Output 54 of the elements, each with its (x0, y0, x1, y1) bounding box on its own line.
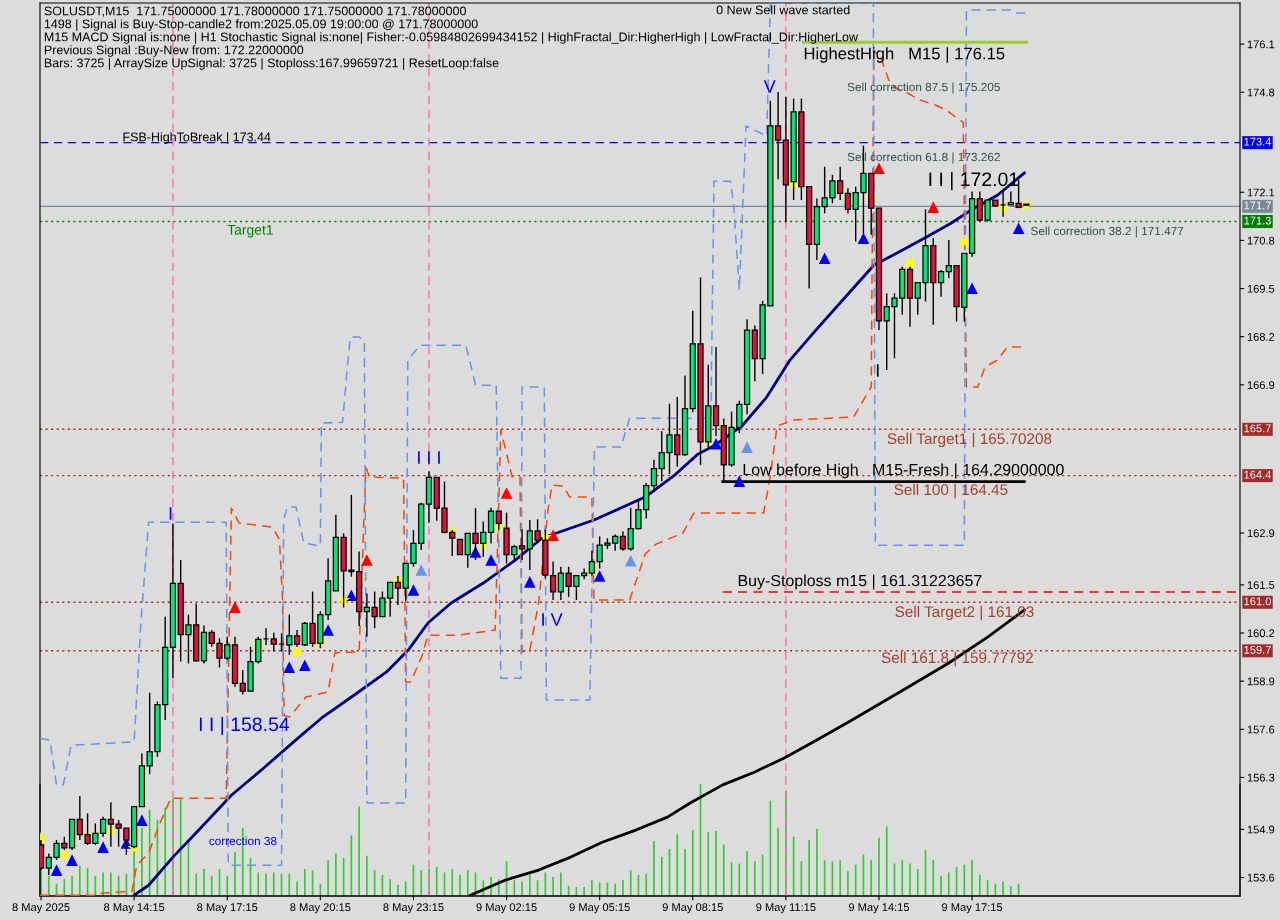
annotation: Target1 (227, 225, 273, 238)
ref-line-label: 161.0 (1244, 597, 1271, 606)
x-tick-label: 8 May 14:15 (104, 903, 165, 914)
x-tick-label: 9 May 08:15 (662, 903, 723, 914)
annotation: 0 New Sell wave started (716, 5, 850, 15)
y-tick-label: 162.9 (1247, 529, 1275, 538)
ref-line-label: 159.7 (1244, 645, 1271, 654)
y-tick-label: 161.5 (1247, 581, 1275, 590)
x-tick-label: 9 May 05:15 (569, 903, 630, 914)
annotation: I V (542, 613, 563, 626)
annotation: I I | 158.54 (199, 716, 290, 736)
x-tick-label: 8 May 2025 (12, 903, 70, 914)
annotation: I I I (418, 451, 440, 464)
y-tick-label: 168.2 (1247, 332, 1275, 341)
annotation: I I | 172.01 (929, 171, 1019, 191)
y-tick-label: 153.6 (1247, 873, 1275, 882)
y-tick-label: 176.1 (1247, 40, 1275, 49)
y-tick-label: 174.8 (1247, 88, 1275, 97)
y-tick-label: 156.3 (1247, 773, 1275, 782)
x-tick-label: 9 May 14:15 (848, 903, 910, 914)
annotation: M15 MACD Signal is:none | H1 Stochastic Signal is:none| Fisher:-0.05984802699434152 | HighFractal_Dir:HigherHigh | LowFractal_Dir:HigherLow (44, 32, 858, 44)
ref-line-label: 164.4 (1244, 470, 1272, 479)
x-tick-label: 8 May 20:15 (290, 903, 351, 914)
y-tick-label: 160.2 (1247, 629, 1275, 638)
x-tick-label: 9 May 17:15 (942, 903, 1003, 914)
annotation: FSB-HighToBreak | 173.44 (123, 132, 271, 144)
ref-line-label: 165.7 (1244, 424, 1271, 433)
annotation: I (876, 364, 879, 377)
annotation: Low before High M15-Fresh | 164.29000000 (743, 463, 1064, 479)
ref-line-label: 171.7 (1244, 201, 1271, 210)
ref-line-label: 173.4 (1244, 137, 1272, 146)
annotation: Sell Target1 | 165.70208 (887, 432, 1052, 448)
y-tick-label: 158.9 (1247, 677, 1275, 686)
y-tick-label: 170.8 (1247, 236, 1275, 245)
x-tick-label: 8 May 23:15 (383, 903, 444, 914)
x-tick-label: 9 May 11:15 (756, 903, 816, 914)
y-tick-label: 166.9 (1247, 381, 1275, 389)
annotation: Bars: 3725 | ArraySize UpSignal: 3725 | Stoploss:167.99659721 | ResetLoop:false (44, 58, 499, 70)
x-tick-label: 9 May 02:15 (476, 903, 537, 914)
y-tick-label: 157.6 (1247, 725, 1275, 734)
annotation: SOLUSDT,M15 171.75000000 171.78000000 171.75000000 171.78000000 (44, 6, 466, 17)
annotation: Previous Signal :Buy-New from: 172.22000000 (44, 45, 304, 57)
y-tick-label: 169.5 (1247, 284, 1275, 293)
annotation: Sell correction 38.2 | 171.477 (1031, 226, 1184, 238)
x-tick-label: 8 May 17:15 (197, 903, 258, 914)
ref-line-label: 171.3 (1244, 216, 1271, 225)
annotation: I (169, 507, 172, 520)
y-tick-label: 154.9 (1247, 825, 1275, 834)
annotation: Buy-Stoploss m15 | 161.31223657 (738, 574, 982, 590)
annotation: V (763, 80, 776, 93)
y-tick-label: 172.1 (1247, 188, 1275, 197)
annotation: HighestHigh M15 | 176.15 (804, 47, 1005, 63)
annotation: 1498 | Signal is Buy-Stop-candle2 from:2025.05.09 19:00:00 @ 171.78000000 (44, 19, 478, 31)
annotation: Sell 161.8 | 159.77792 (881, 651, 1033, 667)
